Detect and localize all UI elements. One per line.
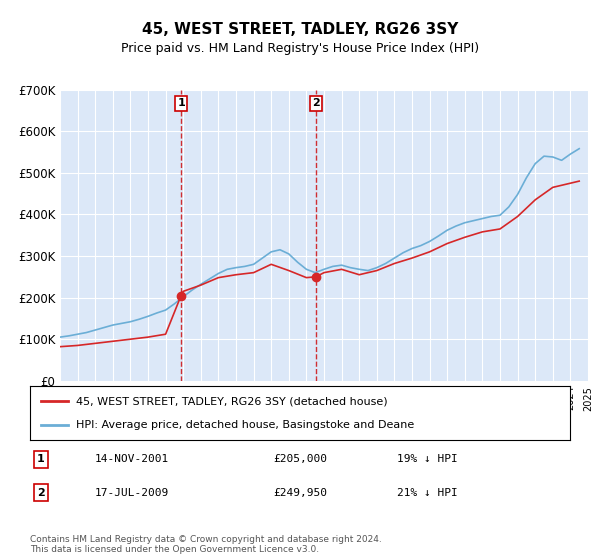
Text: 1: 1 (37, 454, 44, 464)
Text: Contains HM Land Registry data © Crown copyright and database right 2024.
This d: Contains HM Land Registry data © Crown c… (30, 535, 382, 554)
Text: £205,000: £205,000 (273, 454, 327, 464)
Text: 45, WEST STREET, TADLEY, RG26 3SY (detached house): 45, WEST STREET, TADLEY, RG26 3SY (detac… (76, 396, 388, 407)
Text: 17-JUL-2009: 17-JUL-2009 (95, 488, 169, 498)
Text: Price paid vs. HM Land Registry's House Price Index (HPI): Price paid vs. HM Land Registry's House … (121, 42, 479, 55)
Text: 2: 2 (312, 99, 320, 108)
Text: 14-NOV-2001: 14-NOV-2001 (95, 454, 169, 464)
Text: 2: 2 (37, 488, 44, 498)
Text: HPI: Average price, detached house, Basingstoke and Deane: HPI: Average price, detached house, Basi… (76, 419, 414, 430)
Text: £249,950: £249,950 (273, 488, 327, 498)
Text: 1: 1 (177, 99, 185, 108)
Text: 19% ↓ HPI: 19% ↓ HPI (397, 454, 458, 464)
Text: 21% ↓ HPI: 21% ↓ HPI (397, 488, 458, 498)
Text: 45, WEST STREET, TADLEY, RG26 3SY: 45, WEST STREET, TADLEY, RG26 3SY (142, 22, 458, 38)
